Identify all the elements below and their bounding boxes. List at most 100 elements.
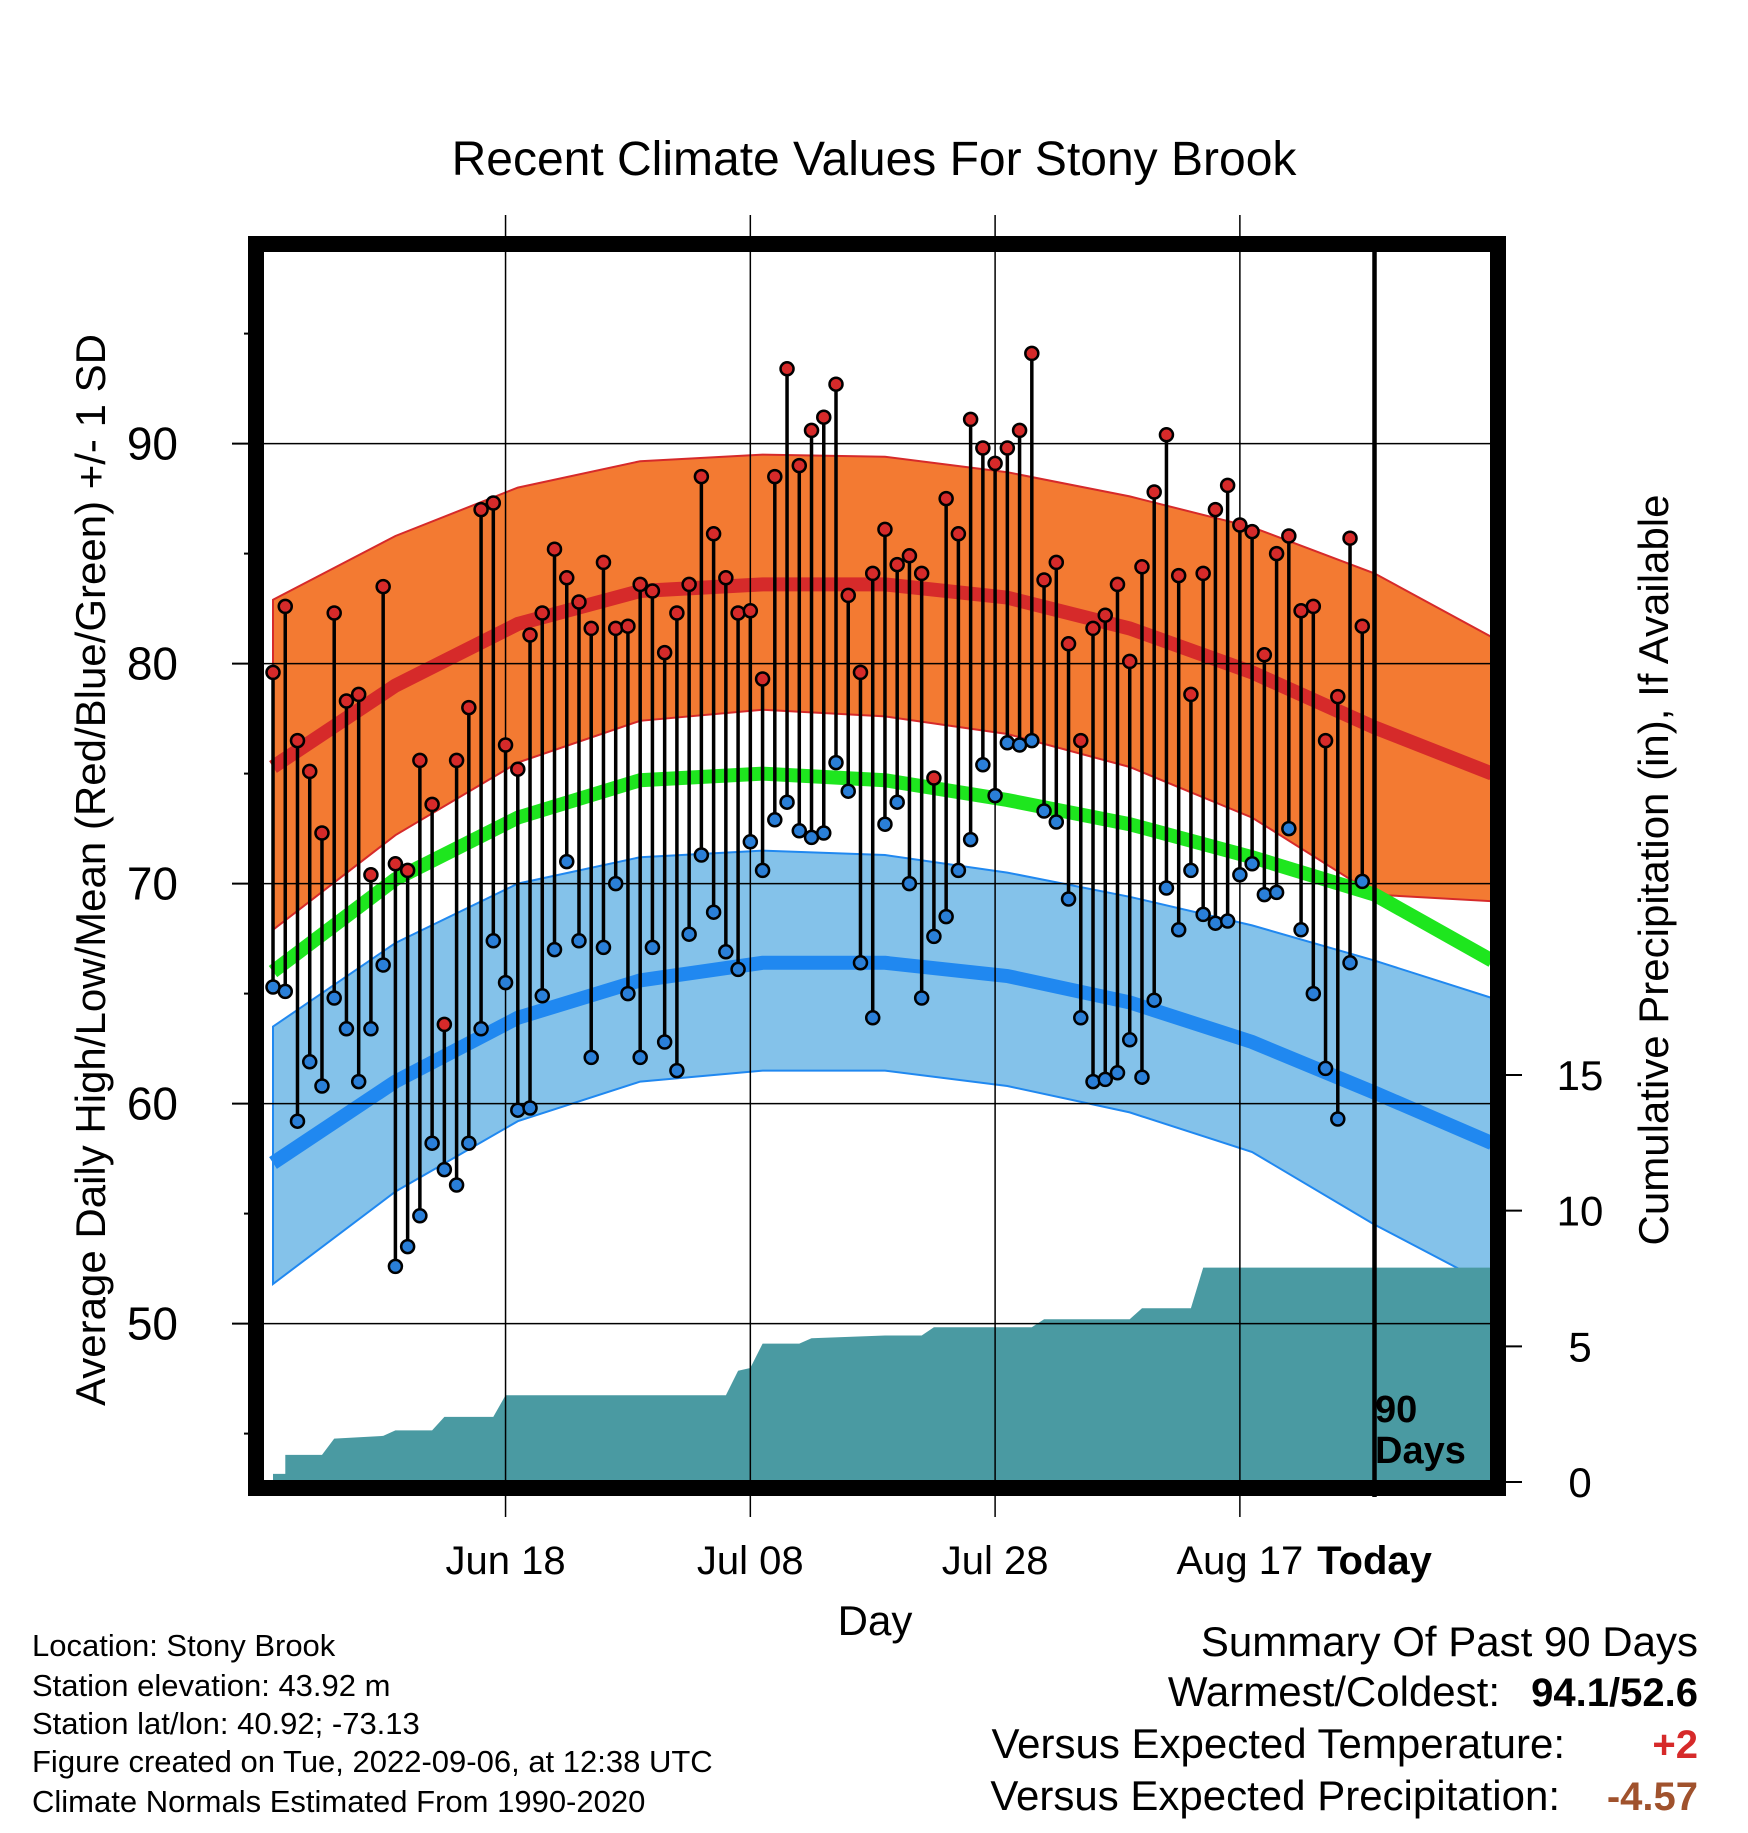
daily-low-point	[485, 933, 502, 949]
y2-axis-label: Cumulative Precipitation (in), If Availa…	[1630, 495, 1677, 1246]
daily-low-point	[1109, 1065, 1126, 1081]
daily-low-point	[828, 754, 844, 771]
daily-high-point	[877, 521, 893, 538]
daily-low-point	[1281, 820, 1297, 837]
summary-warm-cold-label: Warmest/Coldest:	[1168, 1668, 1500, 1715]
daily-low-point	[754, 862, 771, 879]
daily-high-point	[1024, 345, 1040, 362]
daily-low-point	[913, 990, 930, 1006]
daily-high-point	[595, 554, 612, 571]
daily-high-point	[1305, 598, 1322, 615]
daily-high-point	[510, 761, 526, 777]
daily-high-point	[962, 411, 979, 428]
daily-low-point	[718, 944, 734, 960]
daily-low-point	[901, 875, 918, 892]
daily-high-point	[1109, 576, 1126, 593]
daily-low-point	[461, 1135, 477, 1151]
y-tick-60: 60	[127, 1078, 178, 1130]
daily-high-point	[1060, 636, 1077, 652]
daily-low-point	[289, 1113, 306, 1129]
daily-low-point	[510, 1102, 526, 1118]
daily-high-point	[705, 526, 722, 542]
x-tick-aug17: Aug 17	[1177, 1539, 1304, 1583]
daily-high-point	[669, 605, 685, 621]
daily-high-point	[999, 440, 1016, 456]
daily-high-point	[1219, 477, 1236, 494]
daily-low-point	[1305, 985, 1322, 1002]
daily-high-point	[742, 603, 759, 619]
daily-high-point	[1330, 688, 1346, 705]
cumulative-precip-area	[273, 1267, 1492, 1482]
plot-frame	[248, 236, 1506, 1496]
daily-high-point	[522, 627, 538, 643]
daily-low-point	[1330, 1111, 1346, 1127]
summary-temp-value: +2	[1652, 1723, 1698, 1767]
info-elevation: Station elevation: 43.92 m	[32, 1668, 390, 1703]
daily-low-point	[571, 933, 587, 949]
daily-high-point	[693, 468, 710, 485]
daily-high-point	[913, 565, 930, 582]
daily-high-point	[314, 825, 330, 841]
daily-high-point	[1011, 422, 1028, 439]
daily-low-point	[1048, 814, 1065, 830]
daily-low-point	[620, 985, 636, 1002]
summary-warm-cold-values: 94.1/52.6	[1531, 1671, 1698, 1715]
daily-low-point	[632, 1049, 648, 1066]
daily-high-point	[864, 565, 881, 582]
daily-high-point	[791, 457, 808, 474]
daily-low-point	[1342, 955, 1358, 971]
y-tick-50: 50	[127, 1298, 178, 1350]
daily-high-point	[828, 376, 844, 392]
daily-low-point	[816, 825, 832, 841]
daily-high-point	[1048, 554, 1065, 571]
daily-low-point	[693, 847, 710, 863]
daily-low-point	[975, 757, 991, 773]
daily-high-point	[412, 752, 428, 769]
daily-high-point	[901, 548, 918, 564]
daily-high-point	[1244, 523, 1260, 540]
daily-low-point	[1219, 913, 1236, 929]
daily-low-point	[1158, 880, 1175, 896]
daily-high-point	[718, 570, 734, 586]
daily-high-point	[803, 422, 820, 439]
daily-low-point	[926, 928, 942, 945]
daily-low-point	[338, 1021, 355, 1037]
y2-tick-0: 0	[1568, 1459, 1591, 1506]
daily-low-point	[938, 908, 954, 925]
summary-coldest-value: 52.6	[1620, 1671, 1698, 1715]
daily-low-point	[375, 957, 391, 973]
y-tick-70: 70	[127, 858, 178, 910]
daily-low-point	[1036, 803, 1052, 819]
daily-low-point	[363, 1021, 379, 1037]
daily-low-point	[1293, 922, 1309, 938]
daily-low-point	[1085, 1073, 1101, 1090]
summary-warmest-value: 94.1	[1531, 1671, 1609, 1715]
daily-high-point	[938, 490, 954, 507]
y2-tick-15: 15	[1557, 1052, 1604, 1099]
daily-high-point	[1134, 559, 1150, 575]
daily-low-point	[705, 904, 722, 920]
daily-low-point	[1146, 992, 1162, 1008]
daily-high-point	[326, 605, 342, 621]
daily-low-point	[595, 939, 612, 956]
daily-high-point	[656, 644, 673, 661]
info-created: Figure created on Tue, 2022-09-06, at 12…	[32, 1744, 713, 1779]
daily-high-point	[534, 605, 551, 621]
daily-low-point	[1183, 862, 1199, 879]
daily-high-point	[473, 501, 489, 518]
daily-high-point	[485, 495, 502, 511]
today-label-line-1: 90	[1375, 1389, 1417, 1431]
daily-low-point	[779, 794, 795, 810]
daily-high-point	[301, 763, 318, 780]
daily-high-point	[375, 578, 391, 595]
daily-low-point	[1097, 1071, 1114, 1088]
daily-high-point	[583, 620, 599, 637]
daily-high-point	[950, 526, 967, 542]
daily-low-point	[1134, 1069, 1150, 1085]
daily-low-point	[987, 787, 1003, 804]
daily-high-point	[987, 455, 1003, 472]
daily-low-point	[301, 1054, 318, 1070]
daily-low-point	[1121, 1032, 1138, 1048]
daily-high-point	[338, 693, 355, 709]
daily-low-point	[1232, 867, 1248, 883]
